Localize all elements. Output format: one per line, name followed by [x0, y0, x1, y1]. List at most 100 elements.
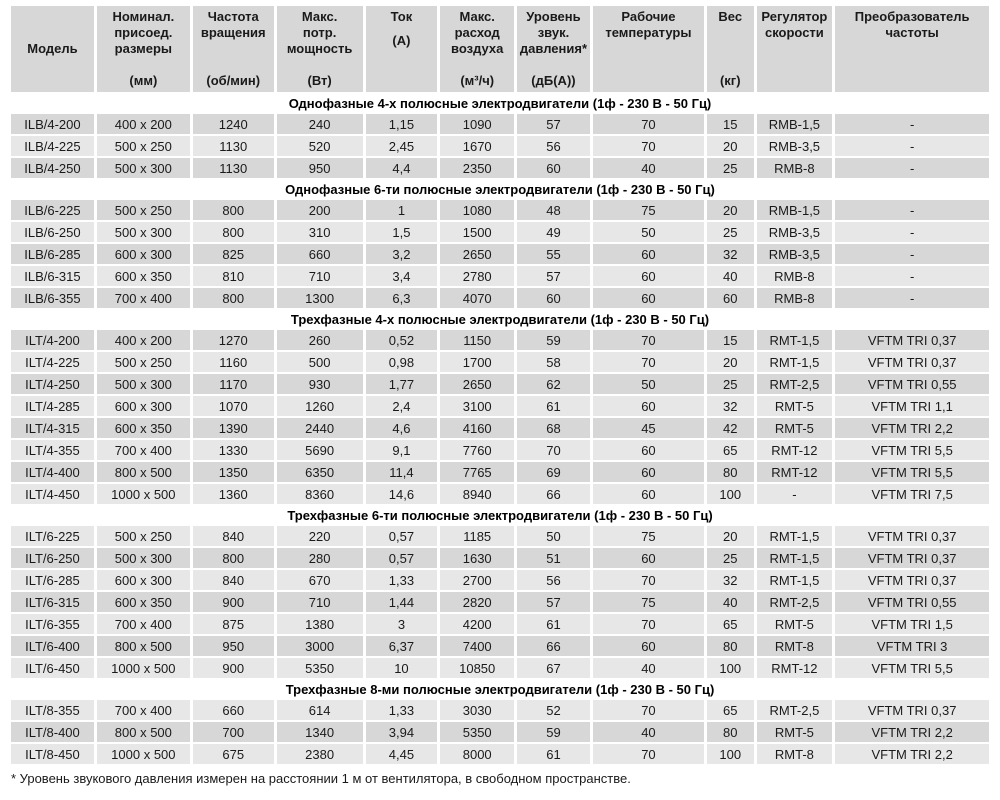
cell-temperature: 60	[592, 266, 705, 286]
cell-weight: 20	[707, 352, 754, 372]
cell-power: 670	[276, 570, 363, 590]
cell-model: ILT/6-285	[11, 570, 94, 590]
section-title: Однофазные 4-х полюсные электродвигатели…	[11, 94, 989, 112]
cell-weight: 65	[707, 440, 754, 460]
cell-sound: 56	[517, 136, 590, 156]
cell-power: 710	[276, 592, 363, 612]
section-title-row: Трехфазные 4-х полюсные электродвигатели…	[11, 310, 989, 328]
cell-temperature: 60	[592, 396, 705, 416]
cell-speed: 1330	[192, 440, 274, 460]
cell-model: ILT/6-355	[11, 614, 94, 634]
cell-dimensions: 500 x 300	[96, 374, 190, 394]
cell-airflow: 7400	[440, 636, 515, 656]
cell-temperature: 40	[592, 722, 705, 742]
cell-power: 5690	[276, 440, 363, 460]
cell-speed: 700	[192, 722, 274, 742]
cell-dimensions: 400 x 200	[96, 114, 190, 134]
table-row: ILT/8-355 700 x 400 660 614 1,33 3030 52 70 65 RM…	[11, 700, 989, 720]
cell-converter: -	[835, 200, 989, 220]
cell-converter: VFTM TRI 2,2	[835, 418, 989, 438]
cell-current: 2,45	[365, 136, 438, 156]
cell-regulator: RMT-2,5	[756, 700, 833, 720]
cell-regulator: RMB-3,5	[756, 136, 833, 156]
cell-airflow: 1080	[440, 200, 515, 220]
cell-dimensions: 700 x 400	[96, 700, 190, 720]
cell-regulator: RMT-5	[756, 396, 833, 416]
cell-weight: 20	[707, 136, 754, 156]
cell-weight: 20	[707, 526, 754, 546]
cell-weight: 100	[707, 484, 754, 504]
cell-speed: 950	[192, 636, 274, 656]
cell-weight: 15	[707, 330, 754, 350]
col-header-label: Вес	[718, 9, 743, 24]
cell-converter: -	[835, 266, 989, 286]
cell-speed: 1240	[192, 114, 274, 134]
cell-airflow: 2650	[440, 244, 515, 264]
cell-sound: 61	[517, 744, 590, 764]
cell-dimensions: 600 x 350	[96, 266, 190, 286]
cell-model: ILT/4-285	[11, 396, 94, 416]
cell-speed: 1170	[192, 374, 274, 394]
cell-current: 3,4	[365, 266, 438, 286]
cell-model: ILT/8-450	[11, 744, 94, 764]
col-header-label: Модель	[27, 41, 78, 57]
col-header-unit: (кг)	[719, 73, 741, 89]
table-row: ILT/4-250 500 x 300 1170 930 1,77 2650 62 50 25 R…	[11, 374, 989, 394]
table-row: ILT/8-400 800 x 500 700 1340 3,94 5350 59 40 80 R…	[11, 722, 989, 742]
cell-converter: VFTM TRI 0,37	[835, 526, 989, 546]
cell-power: 2380	[276, 744, 363, 764]
cell-sound: 49	[517, 222, 590, 242]
cell-power: 6350	[276, 462, 363, 482]
cell-speed: 1130	[192, 158, 274, 178]
col-header-label: Уровень звук. давления*	[519, 9, 588, 56]
table-row: ILT/8-450 1000 x 500 675 2380 4,45 8000 61 70 10…	[11, 744, 989, 764]
col-header-label: Номинал. присоед. размеры	[112, 9, 175, 56]
col-header-label: Ток	[390, 9, 413, 24]
cell-sound: 61	[517, 396, 590, 416]
table-row: ILT/6-355 700 x 400 875 1380 3 4200 61 70 65 RMT-…	[11, 614, 989, 634]
col-header-temperature: Рабочие температуры	[592, 6, 705, 92]
cell-weight: 32	[707, 244, 754, 264]
cell-regulator: RMB-8	[756, 158, 833, 178]
table-row: ILT/4-450 1000 x 500 1360 8360 14,6 8940 66 60 1…	[11, 484, 989, 504]
cell-power: 520	[276, 136, 363, 156]
fan-spec-page: Модель Номинал. присоед. размеры (мм) Часто…	[0, 4, 1000, 786]
col-header-label: Макс. потр. мощность	[286, 9, 353, 56]
cell-airflow: 8940	[440, 484, 515, 504]
cell-power: 280	[276, 548, 363, 568]
cell-airflow: 2780	[440, 266, 515, 286]
cell-dimensions: 500 x 300	[96, 548, 190, 568]
col-header-airflow: Макс. расход воздуха (м³/ч)	[440, 6, 515, 92]
cell-regulator: RMT-1,5	[756, 352, 833, 372]
cell-dimensions: 1000 x 500	[96, 484, 190, 504]
cell-model: ILB/6-285	[11, 244, 94, 264]
col-header-unit: (Вт)	[307, 73, 332, 89]
cell-regulator: RMT-1,5	[756, 526, 833, 546]
cell-airflow: 3100	[440, 396, 515, 416]
col-header-dimensions: Номинал. присоед. размеры (мм)	[96, 6, 190, 92]
table-row: ILB/4-200 400 x 200 1240 240 1,15 1090 57 70 15 R…	[11, 114, 989, 134]
cell-regulator: RMT-1,5	[756, 330, 833, 350]
header-row: Модель Номинал. присоед. размеры (мм) Часто…	[11, 6, 989, 92]
cell-converter: VFTM TRI 0,37	[835, 548, 989, 568]
cell-temperature: 60	[592, 462, 705, 482]
cell-converter: -	[835, 244, 989, 264]
cell-model: ILT/4-315	[11, 418, 94, 438]
cell-current: 0,98	[365, 352, 438, 372]
cell-airflow: 5350	[440, 722, 515, 742]
cell-dimensions: 500 x 250	[96, 526, 190, 546]
table-row: ILT/6-315 600 x 350 900 710 1,44 2820 57 75 40 RM…	[11, 592, 989, 612]
cell-regulator: RMT-12	[756, 440, 833, 460]
cell-current: 4,4	[365, 158, 438, 178]
cell-sound: 59	[517, 330, 590, 350]
table-row: ILB/6-285 600 x 300 825 660 3,2 2650 55 60 32 RMB…	[11, 244, 989, 264]
cell-temperature: 75	[592, 526, 705, 546]
cell-converter: VFTM TRI 0,55	[835, 374, 989, 394]
cell-weight: 32	[707, 396, 754, 416]
cell-regulator: RMB-3,5	[756, 244, 833, 264]
cell-converter: VFTM TRI 5,5	[835, 462, 989, 482]
cell-airflow: 8000	[440, 744, 515, 764]
cell-temperature: 70	[592, 352, 705, 372]
cell-speed: 840	[192, 526, 274, 546]
section-title: Трехфазные 6-ти полюсные электродвигател…	[11, 506, 989, 524]
